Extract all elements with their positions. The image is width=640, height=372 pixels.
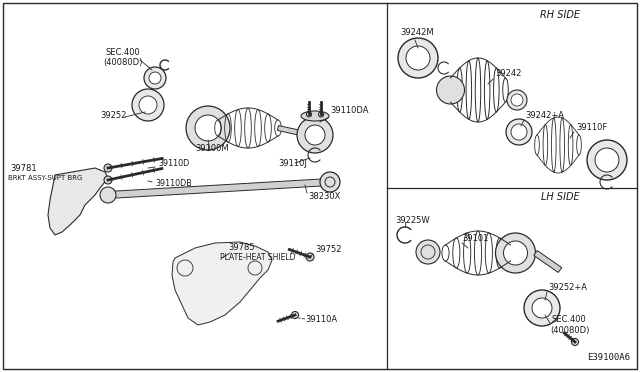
Circle shape <box>398 38 438 78</box>
Circle shape <box>507 90 527 110</box>
Circle shape <box>139 96 157 114</box>
Polygon shape <box>48 168 108 235</box>
Text: 39252+A: 39252+A <box>548 282 587 292</box>
Text: 39110DA: 39110DA <box>330 106 369 115</box>
Circle shape <box>320 172 340 192</box>
Polygon shape <box>108 179 330 199</box>
Text: SEC.400: SEC.400 <box>105 48 140 57</box>
Polygon shape <box>278 126 310 137</box>
Text: 39242M: 39242M <box>400 28 434 36</box>
Text: BRKT ASSY-SUPT BRG: BRKT ASSY-SUPT BRG <box>8 175 83 181</box>
Circle shape <box>186 106 230 150</box>
Circle shape <box>100 187 116 203</box>
Circle shape <box>195 115 221 141</box>
Circle shape <box>144 67 166 89</box>
Ellipse shape <box>301 111 329 121</box>
Circle shape <box>305 125 325 145</box>
Text: 39785: 39785 <box>228 243 255 251</box>
Circle shape <box>495 233 536 273</box>
Circle shape <box>307 112 312 117</box>
Text: PLATE-HEAT SHIELD: PLATE-HEAT SHIELD <box>220 253 296 262</box>
Circle shape <box>306 253 314 261</box>
Text: SEC.400: SEC.400 <box>552 315 587 324</box>
Text: 39110DB: 39110DB <box>155 179 192 187</box>
Text: (40080D): (40080D) <box>103 58 142 67</box>
Circle shape <box>506 119 532 145</box>
Text: E39100A6: E39100A6 <box>587 353 630 362</box>
Circle shape <box>436 76 465 104</box>
Circle shape <box>595 148 619 172</box>
Polygon shape <box>534 250 562 272</box>
Circle shape <box>532 298 552 318</box>
Circle shape <box>406 46 430 70</box>
Text: 39110F: 39110F <box>576 122 607 131</box>
Circle shape <box>416 240 440 264</box>
Text: 39110D: 39110D <box>158 158 189 167</box>
Circle shape <box>297 117 333 153</box>
Circle shape <box>104 176 112 184</box>
Text: 39242+A: 39242+A <box>525 110 564 119</box>
Text: 39101: 39101 <box>462 234 488 243</box>
Text: 39752: 39752 <box>315 246 342 254</box>
Circle shape <box>149 72 161 84</box>
Text: 39781: 39781 <box>10 164 36 173</box>
Circle shape <box>511 124 527 140</box>
Circle shape <box>587 140 627 180</box>
Polygon shape <box>172 242 272 325</box>
Circle shape <box>572 339 579 346</box>
Text: 39252: 39252 <box>100 110 126 119</box>
Text: (40080D): (40080D) <box>550 326 589 334</box>
Text: 39110A: 39110A <box>305 315 337 324</box>
Text: LH SIDE: LH SIDE <box>541 192 579 202</box>
Text: 39242: 39242 <box>495 68 522 77</box>
Circle shape <box>504 241 527 265</box>
Text: 39225W: 39225W <box>395 215 429 224</box>
Text: 39100M: 39100M <box>195 144 228 153</box>
Circle shape <box>524 290 560 326</box>
Circle shape <box>511 94 523 106</box>
Circle shape <box>291 311 298 318</box>
Circle shape <box>319 112 323 117</box>
Circle shape <box>104 164 112 172</box>
Text: 38230X: 38230X <box>308 192 340 201</box>
Text: RH SIDE: RH SIDE <box>540 10 580 20</box>
Text: 39110J: 39110J <box>278 158 307 167</box>
Circle shape <box>132 89 164 121</box>
